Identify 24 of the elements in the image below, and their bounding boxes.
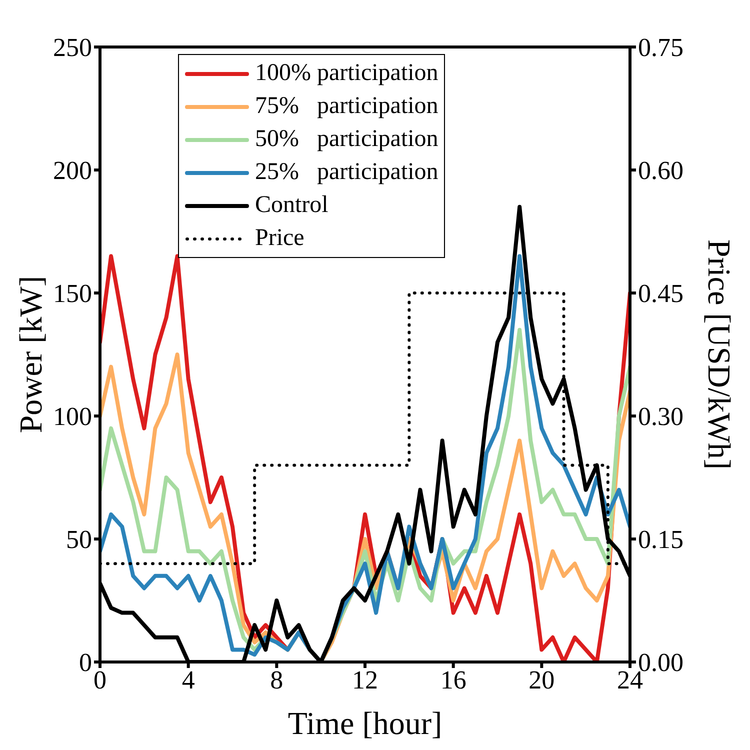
x-tick-label: 16 bbox=[440, 665, 466, 694]
y2-tick-label: 0.75 bbox=[638, 33, 684, 62]
y2-tick-label: 0.45 bbox=[638, 279, 684, 308]
x-tick-label: 4 bbox=[182, 665, 195, 694]
legend-label: 75% participation bbox=[255, 93, 438, 120]
y2-tick-label: 0.60 bbox=[638, 156, 684, 186]
y2-tick-label: 0.30 bbox=[638, 402, 684, 432]
x-axis-title: Time [hour] bbox=[288, 705, 442, 741]
x-tick-label: 8 bbox=[270, 665, 284, 694]
y-tick-label: 50 bbox=[66, 525, 92, 554]
y-axis-title: Power [kW] bbox=[12, 276, 48, 434]
legend-label: 25% participation bbox=[255, 159, 438, 186]
y-tick-label: 100 bbox=[53, 402, 92, 432]
legend-label: 100% participation bbox=[255, 60, 438, 87]
y-tick-label: 250 bbox=[53, 33, 92, 62]
y-tick-label: 150 bbox=[53, 279, 92, 308]
y2-tick-label: 0.15 bbox=[638, 525, 684, 554]
legend-label: Price bbox=[255, 225, 304, 252]
legend-label: 50% participation bbox=[255, 126, 438, 153]
legend-label: Control bbox=[255, 192, 328, 219]
x-tick-label: 20 bbox=[528, 665, 555, 694]
y-tick-label: 200 bbox=[53, 156, 92, 186]
y2-axis-title: Price [USD/kWh] bbox=[702, 239, 738, 470]
x-tick-label: 12 bbox=[352, 665, 378, 694]
